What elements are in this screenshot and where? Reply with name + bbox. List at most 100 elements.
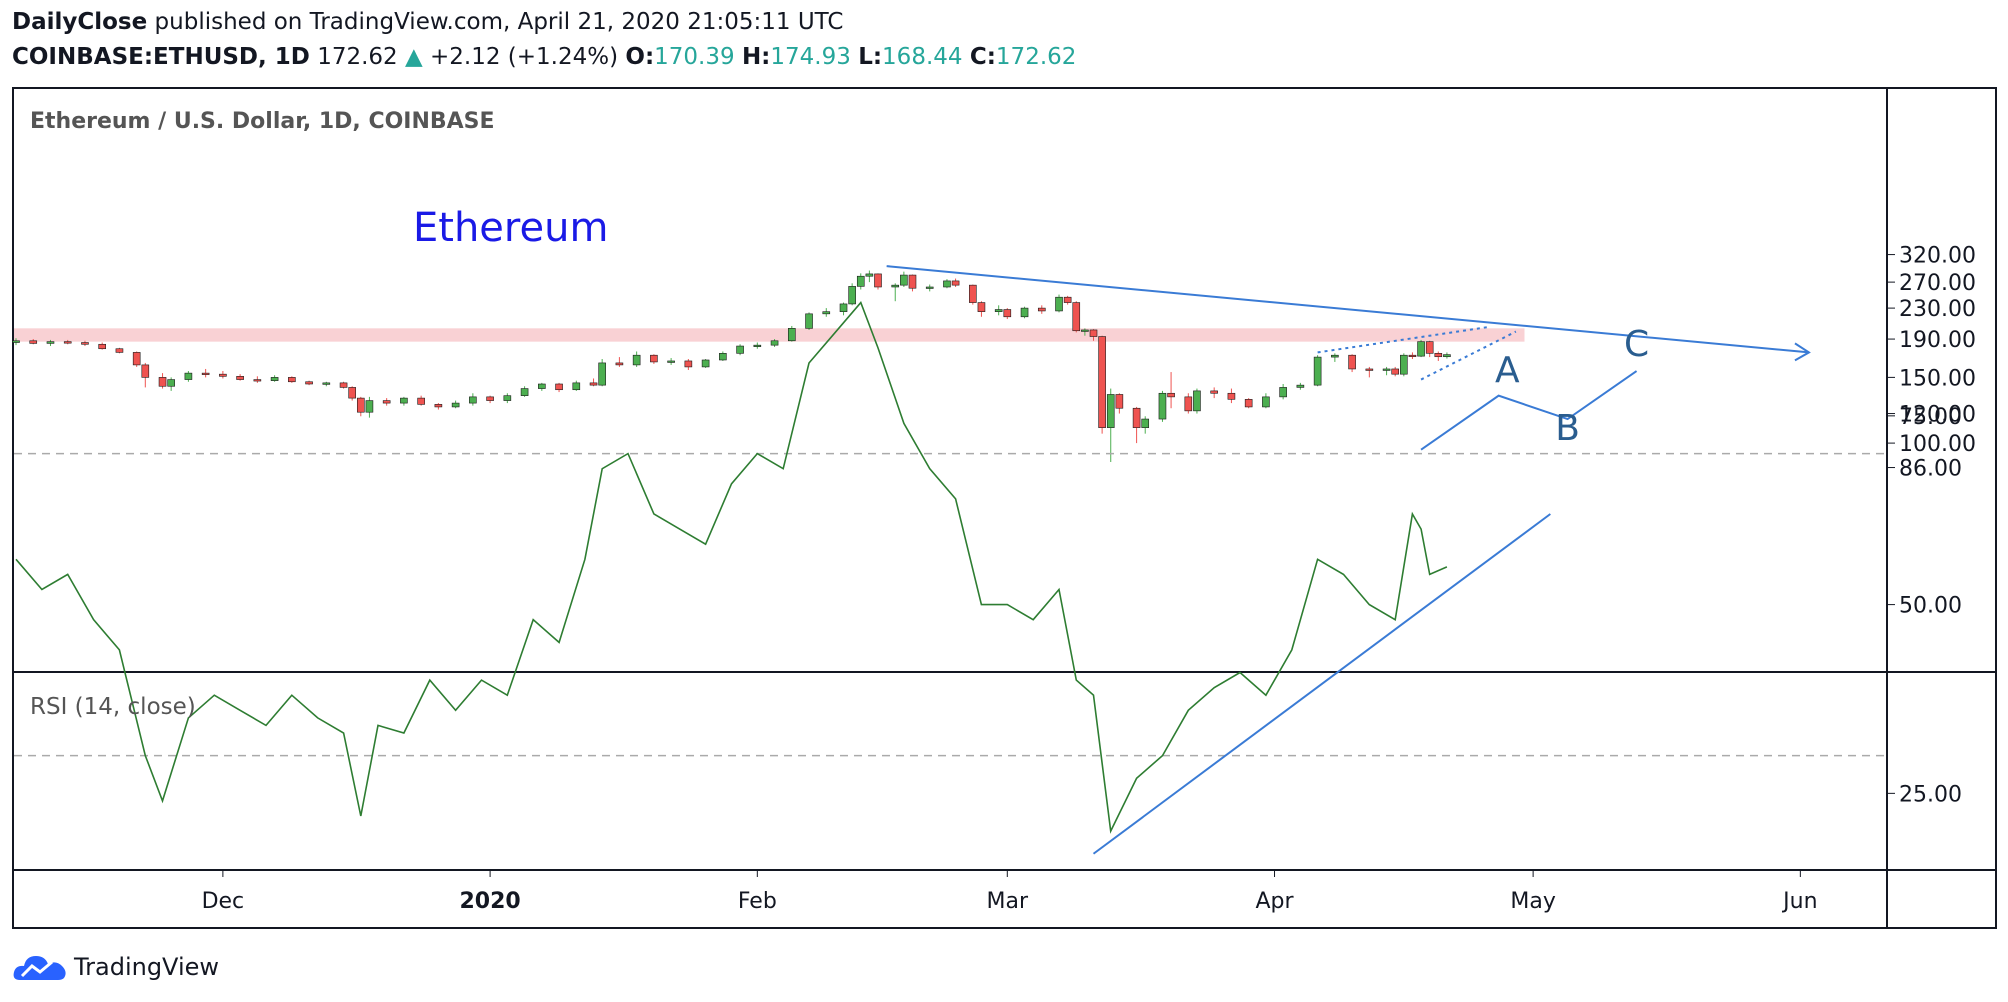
footer-brand[interactable]: TradingView (12, 950, 219, 984)
candle-body (589, 382, 598, 386)
candle-body (701, 359, 710, 368)
candle (701, 359, 710, 368)
candle (856, 273, 865, 290)
candle (1055, 294, 1063, 313)
candle-body (417, 397, 425, 405)
candle (451, 400, 460, 409)
candle (839, 302, 848, 316)
candle (555, 382, 563, 393)
candle-body (1081, 329, 1089, 332)
candle (943, 279, 951, 289)
candle-body (848, 286, 856, 305)
candle-body (684, 360, 693, 368)
candle-body (201, 372, 210, 375)
candle (184, 371, 193, 382)
candle (382, 398, 391, 406)
open-label: O: (625, 44, 655, 70)
candle-body (1115, 394, 1124, 409)
candle (822, 308, 831, 317)
candle-body (787, 328, 796, 342)
candle (1072, 301, 1081, 333)
candle-body (1063, 296, 1072, 303)
candle (1391, 366, 1399, 377)
candle-body (1400, 354, 1408, 375)
candle (1262, 393, 1270, 409)
rsi-trendline (1092, 513, 1551, 855)
candle-body (1434, 353, 1443, 358)
candle-body (1417, 341, 1425, 357)
candle-body (900, 274, 908, 286)
candle-body (1132, 407, 1141, 428)
candle (1089, 329, 1098, 341)
candle-body (1193, 390, 1201, 412)
candle (305, 380, 313, 386)
candle-body (288, 377, 296, 383)
candle (1408, 352, 1417, 360)
candle-body (874, 273, 882, 288)
low-label: L: (858, 44, 883, 70)
candle (365, 396, 374, 418)
candle (1115, 393, 1124, 414)
candle (1003, 308, 1012, 320)
candle-body (1408, 354, 1417, 358)
candle (158, 373, 167, 389)
price-tick-label: 320.00 (1899, 244, 1976, 269)
candle-body (770, 340, 779, 346)
time-tick-label: Dec (202, 889, 245, 914)
candle (787, 325, 796, 342)
candle-body (132, 352, 141, 366)
candle (219, 371, 227, 379)
candle (1106, 388, 1115, 462)
candle (1193, 388, 1201, 414)
candle (98, 342, 106, 350)
candle-body (736, 345, 744, 354)
time-tick-label: Feb (738, 889, 777, 914)
candle (201, 368, 210, 378)
close-value: 172.62 (995, 44, 1077, 70)
candle (1081, 328, 1089, 336)
candle (1167, 372, 1175, 409)
time-tick-label: May (1510, 889, 1555, 914)
candle-body (908, 274, 917, 289)
candle-body (1089, 329, 1098, 337)
close-label: C: (969, 44, 996, 70)
candle (1434, 351, 1443, 361)
candle-body (236, 376, 244, 380)
candle (572, 380, 581, 391)
candle-body (1106, 394, 1115, 428)
candle-body (486, 396, 494, 401)
candle-body (1037, 307, 1046, 312)
candle (770, 339, 779, 347)
candle (908, 274, 917, 292)
candle (12, 338, 20, 346)
candle-body (219, 373, 227, 377)
annotation-layer: AB C (886, 265, 1811, 451)
candle-body (969, 284, 977, 303)
wedge-upper-line (1317, 325, 1491, 354)
candle-body (520, 388, 529, 396)
candle-body (1003, 309, 1012, 318)
candle (615, 357, 624, 367)
price-tick-label: 230.00 (1899, 297, 1976, 322)
candle (1210, 387, 1218, 399)
candle-body (115, 348, 124, 353)
candle (322, 381, 331, 387)
candle-body (158, 377, 167, 387)
candle (417, 395, 425, 406)
candle (951, 278, 960, 287)
candle (1020, 306, 1029, 319)
publication-line: DailyClose published on TradingView.com,… (12, 9, 843, 35)
up-triangle-icon: ▲ (404, 44, 423, 70)
price-tick-label: 190.00 (1899, 328, 1976, 353)
candle-body (925, 286, 934, 289)
candle-body (1167, 392, 1175, 398)
rsi-axis: 75.00 50.00 25.00 (1887, 405, 1962, 807)
candle-body (822, 311, 831, 315)
author-name[interactable]: DailyClose (12, 9, 148, 35)
candle (736, 344, 744, 356)
candle-body (12, 340, 20, 343)
candle-body (891, 284, 900, 288)
candle (994, 305, 1003, 316)
